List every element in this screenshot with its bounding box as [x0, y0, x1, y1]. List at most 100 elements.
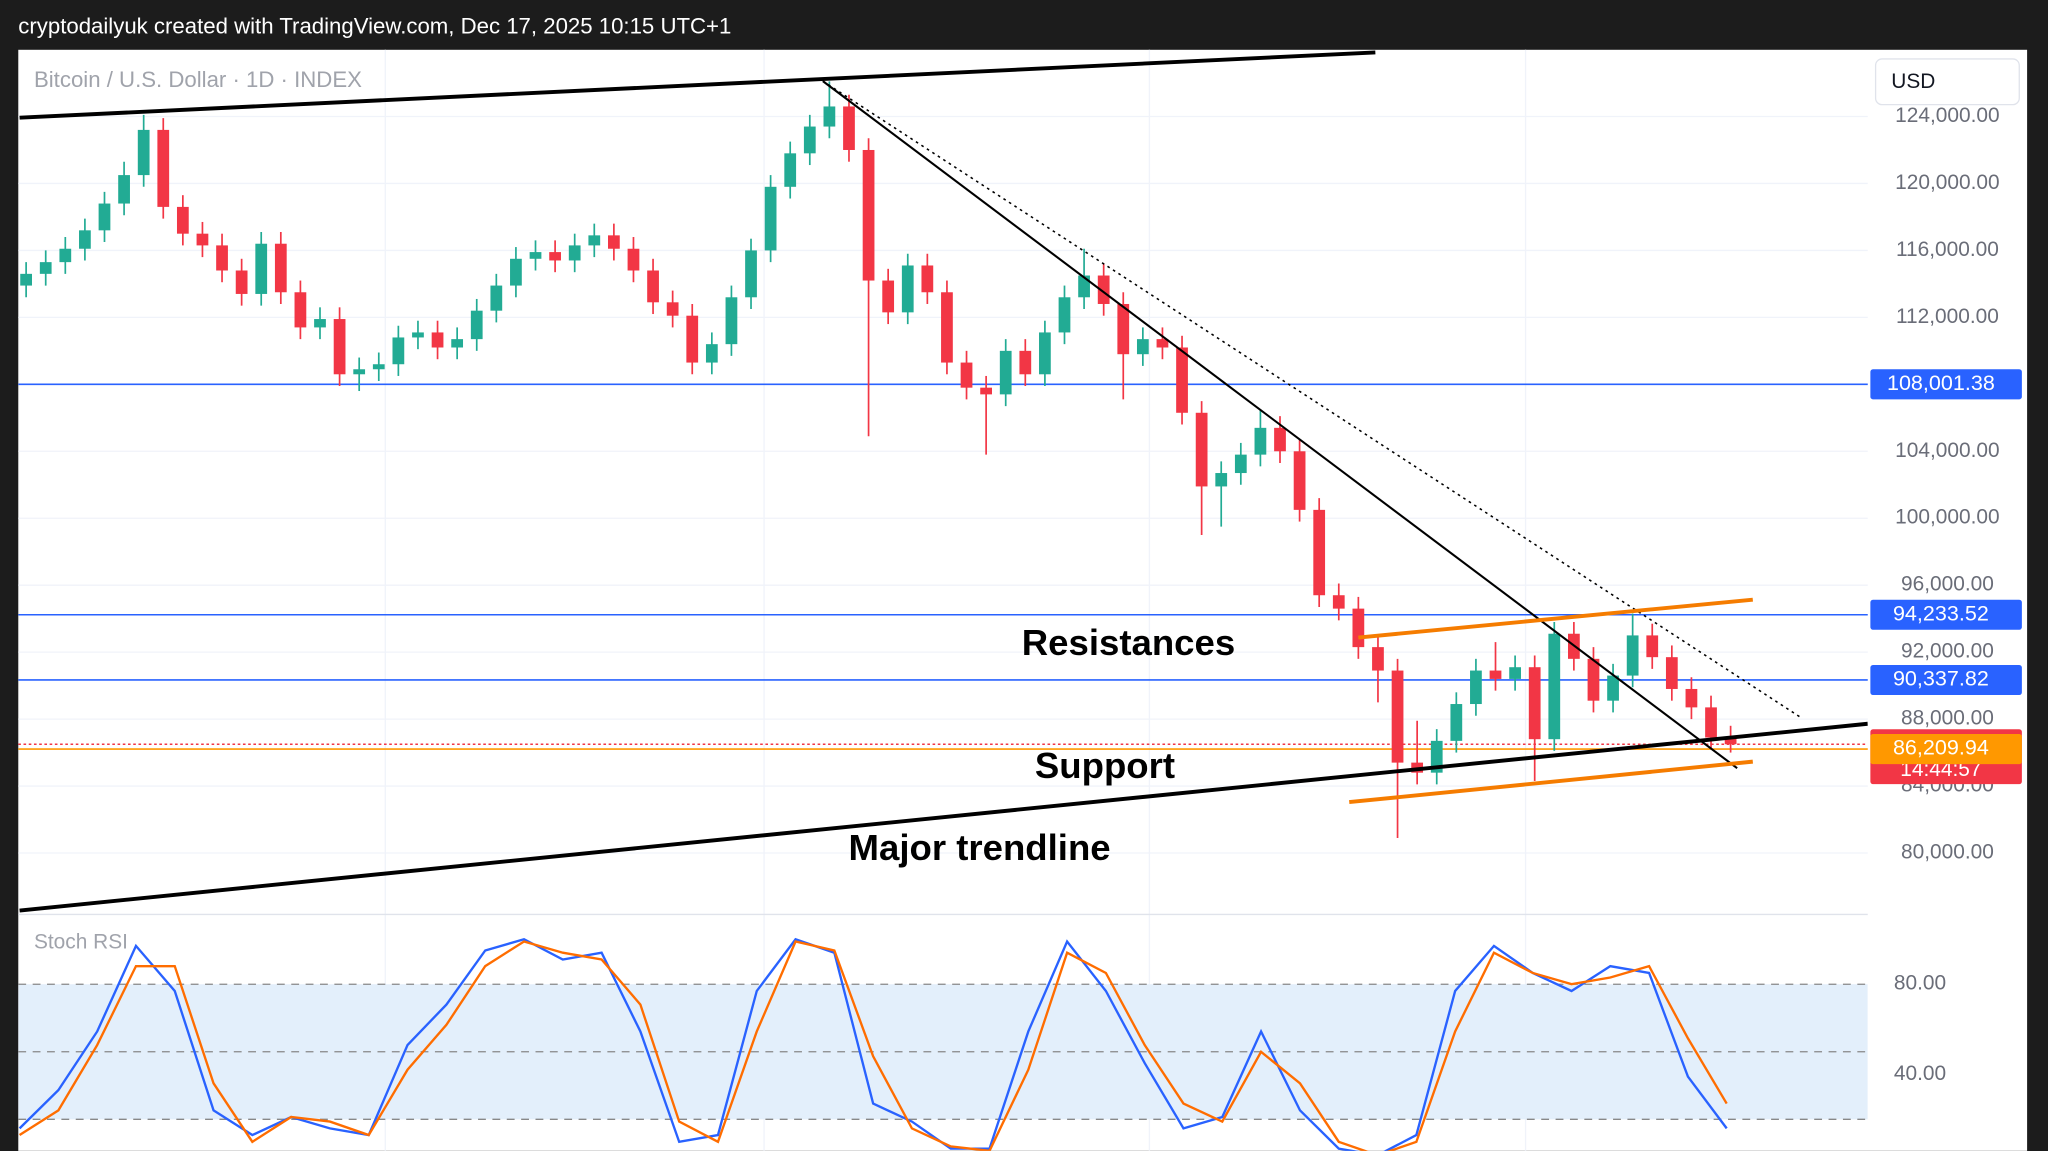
candle-body: [1156, 339, 1169, 348]
candle-body: [999, 350, 1012, 395]
candle-body: [1724, 737, 1737, 745]
candle-body: [803, 126, 816, 154]
candle-body: [1215, 473, 1228, 487]
candle-body: [960, 362, 973, 388]
candle-body: [1607, 675, 1619, 701]
price-badge-label: 108,001.38: [1887, 370, 1995, 395]
candle-body: [1136, 339, 1149, 355]
y-tick-label: 96,000.00: [1901, 573, 1994, 596]
price-badge-label: 94,233.52: [1893, 600, 1989, 625]
candle-body: [784, 153, 797, 187]
candle-body: [1117, 303, 1130, 355]
y-tick-label: 100,000.00: [1895, 506, 1999, 529]
candle-body: [118, 175, 130, 204]
candle-body: [921, 265, 934, 293]
candle-body: [235, 270, 248, 294]
candle-body: [627, 248, 640, 271]
candle-body: [1705, 707, 1717, 738]
candle-body: [196, 233, 209, 246]
candle-body: [431, 332, 444, 348]
candle-body: [176, 206, 189, 234]
candle-body: [1548, 633, 1561, 740]
y-tick-label: 40.00: [1894, 1062, 1946, 1085]
candle-body: [725, 297, 738, 345]
candle-body: [137, 129, 150, 176]
candle-body: [372, 364, 385, 370]
candle-body: [490, 285, 503, 311]
candle-body: [314, 319, 326, 328]
indicator-title: Stoch RSI: [34, 931, 128, 954]
y-tick-label: 112,000.00: [1896, 305, 1999, 328]
candle-body: [608, 235, 620, 249]
rsi-line: [18, 937, 1728, 1151]
candle-body: [1626, 635, 1639, 676]
candle-body: [745, 250, 757, 298]
candle-body: [1646, 635, 1659, 658]
candle-body: [901, 265, 914, 313]
candle-body: [255, 243, 268, 294]
candle-body: [1509, 667, 1521, 679]
candle-body: [568, 245, 581, 261]
rsi-line: [18, 940, 1728, 1151]
candle-body: [666, 302, 679, 316]
chart-panel: [18, 49, 2028, 1151]
candle-body: [1528, 667, 1541, 740]
candle-body: [1587, 658, 1600, 701]
candle-body: [686, 315, 699, 363]
header-text: cryptodailyuk created with TradingView.c…: [18, 13, 731, 38]
candle-body: [1254, 427, 1267, 455]
candle-body: [705, 344, 718, 363]
descending-trendline: [822, 80, 1738, 769]
candle-body: [510, 258, 522, 286]
price-badge: [1870, 369, 2022, 400]
price-badge: [1870, 734, 2022, 765]
candle-body: [941, 292, 953, 363]
candle-body: [470, 310, 483, 340]
major-trendline: [19, 721, 1868, 913]
candle-body: [1313, 509, 1326, 596]
candle-body: [1039, 332, 1051, 375]
candle-body: [1293, 451, 1306, 510]
candle-body: [549, 252, 561, 261]
candle-body: [1470, 670, 1482, 705]
price-badge: [1870, 599, 2022, 630]
candle-body: [451, 339, 464, 348]
y-tick-label: 80.00: [1894, 972, 1946, 995]
candle-body: [1234, 454, 1247, 474]
candle-body: [843, 106, 855, 150]
candle-body: [274, 243, 287, 293]
candle-body: [1391, 670, 1404, 763]
price-badge-label: 90,337.82: [1893, 666, 1989, 691]
annotation: Resistances: [1022, 622, 1235, 663]
candle-body: [1078, 275, 1090, 298]
candle-body: [1372, 647, 1384, 671]
candle-body: [98, 203, 111, 231]
price-badge: [1870, 664, 2022, 695]
candle-body: [980, 387, 992, 395]
candle-body: [1332, 595, 1345, 609]
currency-button[interactable]: [1874, 58, 2020, 106]
y-tick-label: 120,000.00: [1895, 171, 1999, 194]
candle-body: [823, 106, 836, 127]
drawings: [19, 50, 1868, 913]
candle-body: [20, 273, 32, 286]
candle-body: [412, 332, 424, 338]
symbol-title: Bitcoin / U.S. Dollar · 1D · INDEX: [34, 67, 362, 92]
candle-body: [764, 186, 777, 251]
candle-body: [1450, 704, 1463, 741]
candle-body: [333, 319, 346, 375]
candle-body: [1274, 427, 1286, 452]
candle-body: [588, 235, 601, 246]
candle-body: [216, 245, 228, 271]
candle-body: [1665, 657, 1678, 689]
candle-body: [529, 252, 542, 259]
candle-body: [1195, 412, 1208, 487]
currency-label: USD: [1891, 70, 1935, 93]
y-tick-label: 104,000.00: [1895, 439, 1999, 462]
y-tick-label: 80,000.00: [1901, 841, 1994, 864]
channel-upper: [1358, 597, 1754, 640]
candle-body: [59, 248, 72, 263]
candle-body: [294, 292, 307, 328]
